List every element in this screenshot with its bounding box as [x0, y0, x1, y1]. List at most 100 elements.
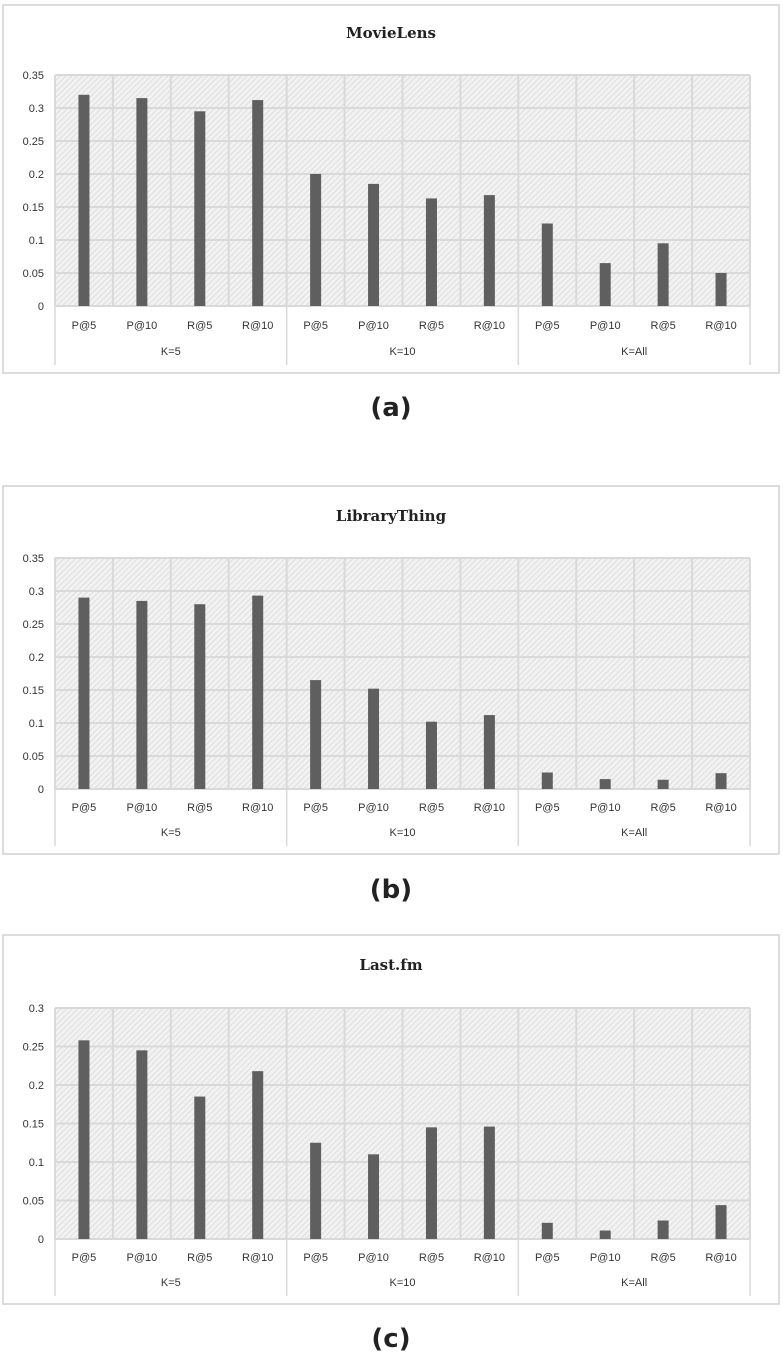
bar-librarything-4	[252, 595, 264, 789]
x-category-label: R@10	[705, 802, 736, 814]
x-category-label: R@10	[474, 1252, 505, 1264]
y-tick-label: 0.15	[23, 685, 44, 697]
bar-librarything-7	[425, 721, 437, 789]
x-group-label: K=All	[621, 346, 647, 358]
y-tick-label: 0.35	[23, 70, 44, 82]
y-tick-label: 0.3	[29, 586, 44, 598]
x-group-label: K=10	[390, 827, 416, 839]
y-tick-label: 0	[38, 1234, 44, 1246]
bar-librarything-6	[368, 688, 380, 789]
x-category-label: P@5	[72, 320, 97, 332]
x-category-label: P@5	[303, 802, 328, 814]
x-category-label: P@5	[303, 1252, 328, 1264]
bar-movielens-9	[541, 223, 553, 306]
x-category-label: R@5	[651, 320, 676, 332]
x-group-label: K=10	[390, 346, 416, 358]
x-group-label: K=5	[161, 827, 181, 839]
y-tick-label: 0.35	[23, 553, 44, 565]
x-category-label: P@5	[72, 1252, 97, 1264]
x-category-label: P@5	[535, 1252, 560, 1264]
x-category-label: R@10	[242, 802, 273, 814]
x-category-label: P@5	[535, 320, 560, 332]
x-category-label: P@10	[127, 1252, 158, 1264]
x-group-label: K=10	[390, 1277, 416, 1289]
x-group-label: K=5	[161, 1277, 181, 1289]
bar-librarything-8	[483, 715, 495, 789]
x-category-label: P@5	[535, 802, 560, 814]
x-category-label: R@10	[242, 1252, 273, 1264]
x-category-label: P@10	[127, 802, 158, 814]
bar-librarything-10	[599, 779, 611, 789]
y-tick-label: 0	[38, 301, 44, 313]
y-tick-label: 0.2	[29, 1080, 44, 1092]
bar-last-fm-5	[310, 1142, 322, 1239]
bar-movielens-6	[368, 183, 380, 306]
x-category-label: P@5	[303, 320, 328, 332]
bar-last-fm-10	[599, 1230, 611, 1239]
x-category-label: R@5	[187, 320, 212, 332]
bar-last-fm-9	[541, 1222, 553, 1239]
bar-last-fm-4	[252, 1071, 264, 1239]
bar-librarything-3	[194, 604, 206, 789]
x-category-label: P@10	[590, 802, 621, 814]
x-category-label: R@10	[474, 802, 505, 814]
y-tick-label: 0.1	[29, 235, 44, 247]
x-category-label: R@10	[474, 320, 505, 332]
bar-movielens-1	[78, 94, 90, 306]
chart-title: Last.fm	[359, 956, 422, 974]
chart-title: LibraryThing	[336, 507, 447, 525]
x-category-label: P@10	[127, 320, 158, 332]
figure-caption: (a)	[370, 393, 411, 423]
x-category-label: R@10	[242, 320, 273, 332]
y-tick-label: 0.2	[29, 652, 44, 664]
x-category-label: R@5	[187, 802, 212, 814]
x-category-label: P@10	[590, 320, 621, 332]
figure-caption: (c)	[371, 1324, 410, 1354]
y-tick-label: 0.25	[23, 619, 44, 631]
bar-last-fm-12	[715, 1205, 727, 1239]
figure-caption: (b)	[370, 875, 412, 905]
bar-librarything-5	[310, 680, 322, 789]
x-category-label: R@5	[651, 802, 676, 814]
bar-librarything-12	[715, 773, 727, 789]
y-tick-label: 0.15	[23, 1119, 44, 1131]
bar-movielens-7	[425, 198, 437, 306]
y-tick-label: 0.3	[29, 103, 44, 115]
bar-last-fm-7	[425, 1127, 437, 1239]
y-tick-label: 0.05	[23, 268, 44, 280]
y-tick-label: 0.3	[29, 1003, 44, 1015]
x-category-label: P@10	[358, 802, 389, 814]
y-tick-label: 0.25	[23, 1042, 44, 1054]
x-category-label: R@5	[651, 1252, 676, 1264]
bar-last-fm-11	[657, 1220, 669, 1239]
x-category-label: P@10	[590, 1252, 621, 1264]
bar-movielens-12	[715, 273, 727, 306]
bar-movielens-10	[599, 263, 611, 306]
x-category-label: P@5	[72, 802, 97, 814]
bar-movielens-5	[310, 174, 322, 306]
y-tick-label: 0	[38, 784, 44, 796]
bar-last-fm-6	[368, 1154, 380, 1239]
bar-librarything-9	[541, 772, 553, 789]
bar-movielens-4	[252, 100, 264, 306]
x-category-label: R@5	[187, 1252, 212, 1264]
bar-movielens-2	[136, 98, 148, 306]
x-category-label: R@10	[705, 1252, 736, 1264]
x-category-label: R@5	[419, 802, 444, 814]
x-group-label: K=All	[621, 1277, 647, 1289]
y-tick-label: 0.1	[29, 718, 44, 730]
bar-librarything-2	[136, 600, 148, 789]
x-category-label: R@5	[419, 320, 444, 332]
x-category-label: P@10	[358, 1252, 389, 1264]
y-tick-label: 0.05	[23, 1196, 44, 1208]
bar-last-fm-2	[136, 1050, 148, 1239]
bar-last-fm-3	[194, 1096, 206, 1239]
bar-last-fm-8	[483, 1126, 495, 1239]
bar-movielens-8	[483, 195, 495, 306]
bar-last-fm-1	[78, 1040, 90, 1239]
y-tick-label: 0.25	[23, 136, 44, 148]
chart-title: MovieLens	[346, 24, 436, 42]
y-tick-label: 0.15	[23, 202, 44, 214]
bar-movielens-3	[194, 111, 206, 306]
